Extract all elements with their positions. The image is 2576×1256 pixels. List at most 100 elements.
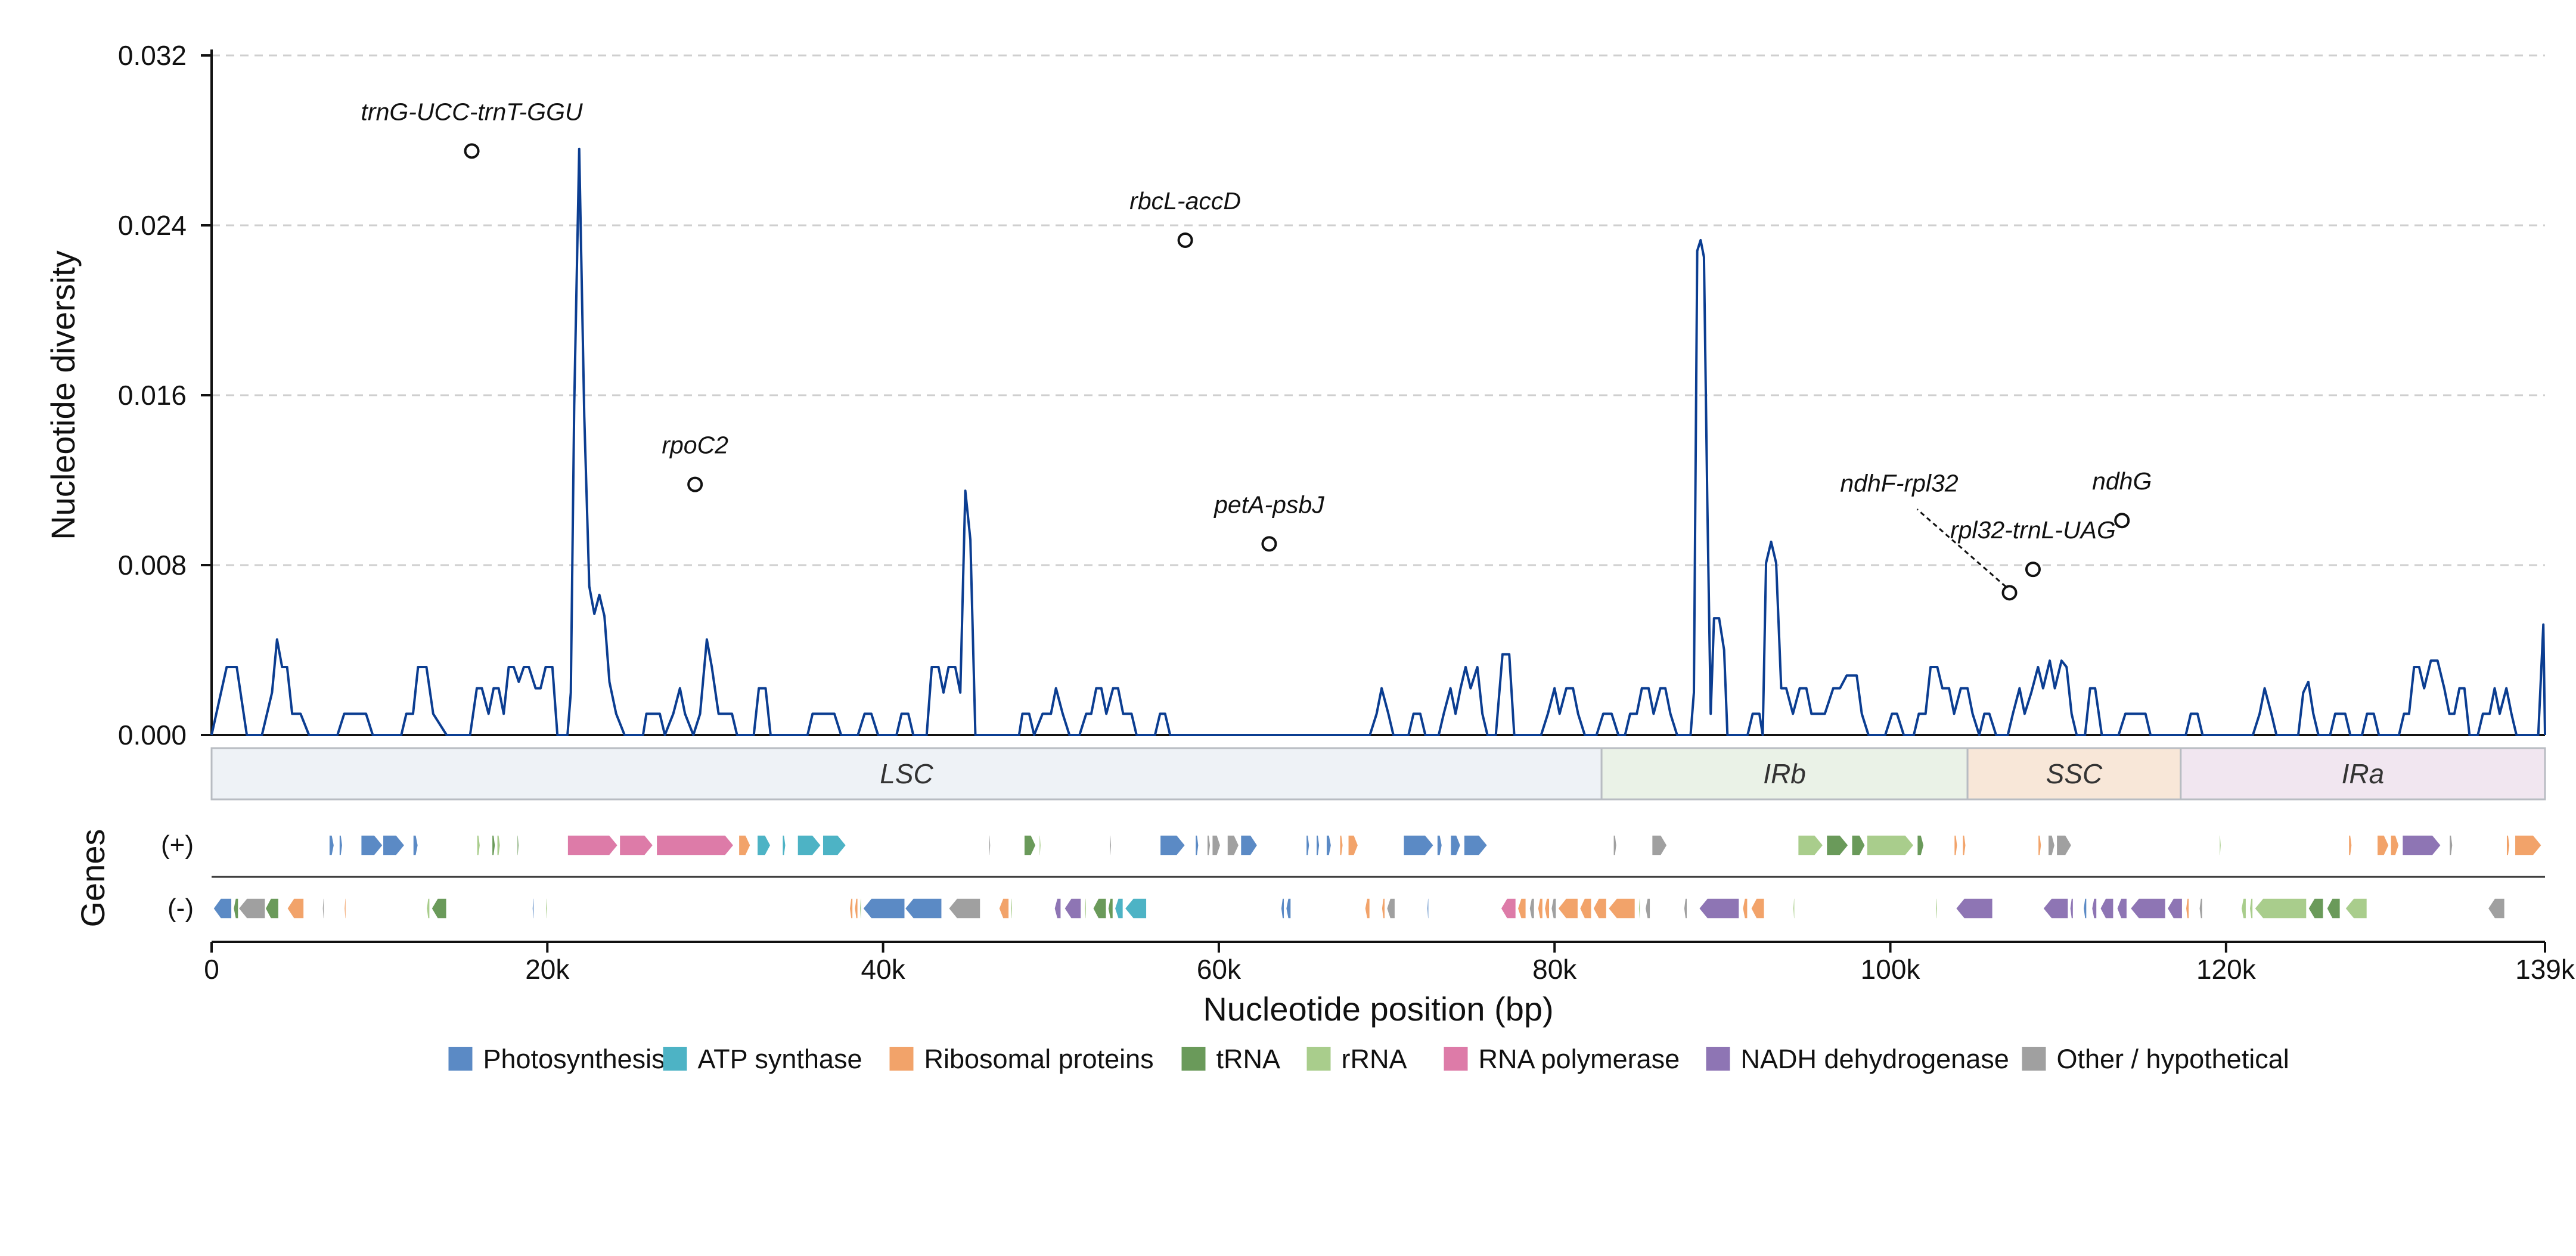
gene-plus-7	[496, 835, 501, 856]
gene-plus-38	[1797, 835, 1824, 856]
gene-minus-34	[1529, 898, 1535, 919]
gene-minus-7	[426, 898, 430, 919]
peak-marker-2	[1177, 232, 1193, 248]
gene-minus-26	[1280, 898, 1285, 919]
diversity-line	[210, 147, 2546, 736]
gene-plus-10	[619, 835, 654, 856]
gene-minus-33	[1517, 898, 1527, 919]
gene-plus-33	[1436, 835, 1443, 856]
gene-minus-10	[545, 898, 548, 919]
gene-plus-45	[2037, 835, 2042, 856]
gene-minus-38	[1557, 898, 1579, 919]
gene-minus-1	[232, 898, 239, 919]
gene-plus-34	[1450, 835, 1461, 856]
gene-minus-65	[2326, 898, 2341, 919]
gene-plus-21	[1159, 835, 1186, 856]
x-tick-label: 60k	[1197, 954, 1242, 985]
gene-minus-66	[2344, 898, 2368, 919]
legend-swatch-5	[1444, 1047, 1468, 1071]
gene-plus-27	[1305, 835, 1310, 856]
gene-plus-31	[1348, 835, 1359, 856]
gene-minus-5	[322, 898, 325, 919]
gene-minus-22	[1092, 898, 1107, 919]
gene-plus-4	[412, 835, 419, 856]
gene-minus-35	[1537, 898, 1544, 919]
gene-minus-32	[1500, 898, 1517, 919]
gene-minus-30	[1386, 898, 1396, 919]
gene-plus-19	[1038, 835, 1042, 856]
gene-minus-58	[2167, 898, 2183, 919]
x-tick-label: 20k	[525, 954, 570, 985]
gene-minus-63	[2254, 898, 2307, 919]
peak-marker-3	[1261, 536, 1277, 552]
strand-label-minus: (-)	[167, 894, 194, 923]
gene-plus-5	[476, 835, 481, 856]
legend-label-1: ATP synthase	[698, 1044, 862, 1074]
gene-minus-49	[1935, 898, 1938, 919]
gene-minus-11	[849, 898, 854, 919]
gene-minus-56	[2116, 898, 2128, 919]
gene-minus-61	[2240, 898, 2247, 919]
peak-marker-1	[687, 476, 703, 492]
gene-plus-14	[781, 835, 787, 856]
region-label-irb: IRb	[1763, 758, 1806, 789]
legend-label-2: Ribosomal proteins	[924, 1044, 1154, 1074]
legend-label-7: Other / hypothetical	[2057, 1044, 2289, 1074]
y-axis-title: Nucleotide diversity	[44, 250, 82, 540]
x-tick-label: 120k	[2196, 954, 2257, 985]
gene-plus-39	[1826, 835, 1849, 856]
legend-label-4: rRNA	[1342, 1044, 1407, 1074]
gene-minus-15	[904, 898, 942, 919]
gene-minus-53	[2082, 898, 2087, 919]
gene-minus-31	[1426, 898, 1429, 919]
gene-minus-9	[532, 898, 535, 919]
legend-swatch-2	[889, 1047, 914, 1071]
gene-plus-49	[2348, 835, 2352, 856]
peak-marker-0	[464, 143, 480, 159]
gene-minus-42	[1638, 898, 1641, 919]
gene-minus-20	[1063, 898, 1082, 919]
gene-plus-53	[2448, 835, 2453, 856]
x-tick-label: 80k	[1532, 954, 1577, 985]
gene-minus-67	[2487, 898, 2506, 919]
gene-plus-48	[2218, 835, 2222, 856]
x-tick-label: 100k	[1861, 954, 1921, 985]
gene-minus-6	[343, 898, 347, 919]
legend-swatch-6	[1706, 1047, 1730, 1071]
gene-plus-46	[2047, 835, 2056, 856]
strand-label-plus: (+)	[161, 830, 194, 860]
gene-plus-36	[1613, 835, 1618, 856]
genes-axis-title: Genes	[74, 829, 111, 928]
gene-minus-45	[1698, 898, 1740, 919]
x-tick-label: 0	[204, 954, 219, 985]
gene-plus-12	[738, 835, 751, 856]
peak-label-1: rpoC2	[662, 432, 728, 459]
gene-minus-48	[1792, 898, 1795, 919]
gene-minus-51	[2042, 898, 2069, 919]
gene-minus-29	[1381, 898, 1386, 919]
gene-plus-40	[1851, 835, 1866, 856]
peak-marker-6	[2114, 513, 2130, 529]
gene-minus-37	[1550, 898, 1557, 919]
gene-plus-20	[1109, 835, 1112, 856]
legend-label-5: RNA polymerase	[1479, 1044, 1680, 1074]
gene-plus-30	[1339, 835, 1344, 856]
region-ira	[2180, 747, 2546, 801]
legend-swatch-7	[2022, 1047, 2046, 1071]
region-ssc	[1966, 747, 2182, 801]
gene-minus-21	[1084, 898, 1087, 919]
y-tick-label: 0.032	[118, 40, 187, 71]
gene-plus-6	[491, 835, 496, 856]
gene-minus-4	[286, 898, 305, 919]
gene-plus-23	[1206, 835, 1211, 856]
legend-swatch-3	[1181, 1047, 1206, 1071]
peak-marker-5	[2025, 562, 2041, 578]
gene-plus-11	[656, 835, 734, 856]
legend-swatch-1	[663, 1047, 687, 1071]
gene-plus-43	[1953, 835, 1958, 856]
gene-plus-0	[328, 835, 335, 856]
gene-minus-3	[265, 898, 280, 919]
legend-swatch-0	[448, 1047, 473, 1071]
